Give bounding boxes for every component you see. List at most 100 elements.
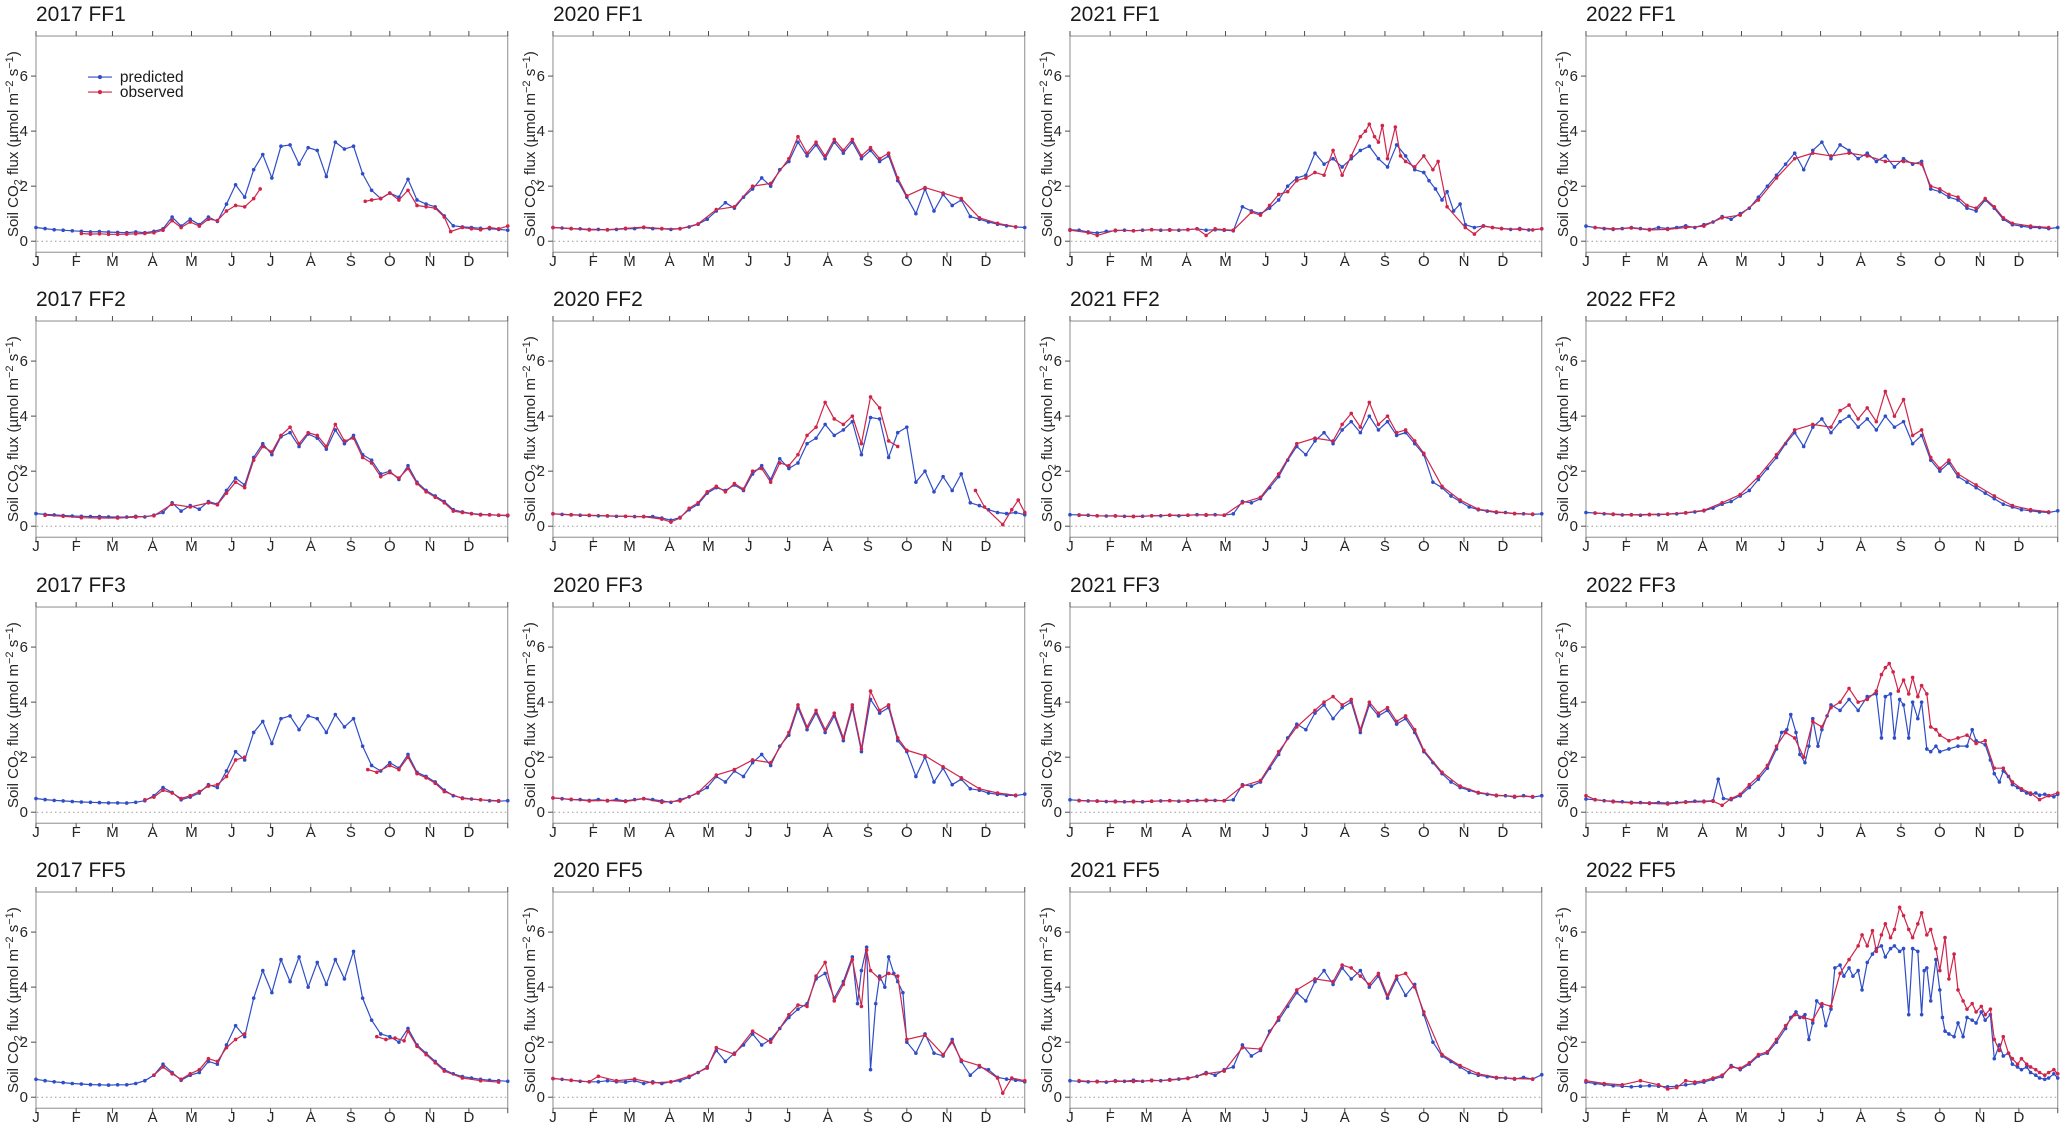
x-tick-label: N [1458,1109,1469,1126]
x-tick-label: J [1582,538,1589,555]
y-tick-label: 4 [536,408,544,425]
x-tick-label: M [106,1109,118,1126]
y-tick-label: 4 [20,694,28,711]
plot-title: 2022 FF5 [1586,859,1676,882]
x-tick-label: J [1300,538,1307,555]
x-tick-label: A [1698,253,1708,270]
y-tick-label: 6 [536,68,544,85]
x-tick-label: A [1856,538,1866,555]
y-tick-label: 2 [20,463,28,480]
subplot-cell-2022-FF3: J F M A M J J A S O N D 0 2 4 6 Soil CO2 flux (µmol m−2 … [1550,571,2067,856]
plot-box [35,606,509,824]
observed-series [1076,694,1534,804]
y-tick-label: 6 [20,924,28,941]
x-tick-label: O [1417,1109,1429,1126]
x-tick-label: M [1140,253,1152,270]
x-tick-label: M [623,253,635,270]
subplot-cell-2022-FF1: J F M A M J J A S O N D 0 2 4 6 Soil CO2 flux (µmol m−2 … [1550,0,2067,285]
plot-box [1068,35,1542,253]
plot-box [1585,320,2059,538]
x-tick-label: J [32,538,39,555]
plot-title: 2021 FF5 [1069,859,1159,882]
y-tick-label: 0 [20,804,28,821]
x-tick-label: S [346,1109,356,1126]
y-axis-label: Soil CO2 flux (µmol m−2 s−1) [1037,51,1057,237]
predicted-series [550,697,1027,804]
y-tick-label: 2 [1053,749,1061,766]
x-tick-label: J [1817,253,1824,270]
x-tick-label: O [901,824,913,841]
x-tick-label: O [1417,538,1429,555]
x-tick-label: M [106,253,118,270]
legend-label-observed: observed [120,84,184,101]
x-tick-label: A [664,824,674,841]
x-tick-label: J [267,1109,274,1126]
x-tick-label: J [1261,1109,1268,1126]
y-tick-label: 6 [1570,639,1578,656]
x-tick-label: J [1261,824,1268,841]
x-tick-label: M [185,253,197,270]
plot-title: 2017 FF1 [36,3,126,26]
x-tick-label: M [623,538,635,555]
y-tick-label: 0 [536,233,544,250]
x-tick-label: J [1582,824,1589,841]
x-tick-label: D [1497,538,1508,555]
x-tick-label: A [1339,538,1349,555]
y-tick-label: 6 [1570,68,1578,85]
plot-title: 2021 FF2 [1069,288,1159,311]
x-tick-label: F [1622,824,1631,841]
x-tick-label: A [664,538,674,555]
x-tick-label: J [1066,253,1073,270]
x-tick-label: M [623,824,635,841]
x-tick-label: J [745,824,752,841]
x-tick-label: D [1497,1109,1508,1126]
x-tick-label: M [702,824,714,841]
x-tick-label: J [267,824,274,841]
y-tick-label: 4 [536,694,544,711]
x-tick-label: D [980,538,991,555]
subplot-cell-2020-FF5: J F M A M J J A S O N D 0 2 4 6 Soil CO2 flux (µmol m−2 … [517,856,1034,1141]
y-tick-label: 4 [20,979,28,996]
x-tick-label: F [72,253,81,270]
x-tick-label: M [1219,824,1231,841]
x-tick-label: J [228,1109,235,1126]
x-tick-label: S [1896,824,1906,841]
x-tick-label: S [1896,538,1906,555]
y-tick-label: 6 [20,639,28,656]
plot-title: 2022 FF3 [1586,574,1676,597]
y-tick-label: 2 [536,749,544,766]
y-axis-label: Soil CO2 flux (µmol m−2 s−1) [4,622,24,808]
x-tick-label: J [32,824,39,841]
y-tick-label: 4 [536,123,544,140]
plot-title: 2020 FF3 [553,574,643,597]
y-tick-label: 6 [20,68,28,85]
x-tick-label: A [306,1109,316,1126]
x-tick-label: D [2014,824,2025,841]
x-tick-label: F [588,1109,597,1126]
y-tick-label: 4 [20,123,28,140]
x-tick-label: N [425,253,436,270]
x-tick-label: F [72,824,81,841]
y-tick-label: 2 [20,1034,28,1051]
x-tick-label: N [1975,1109,1986,1126]
y-tick-label: 2 [20,749,28,766]
x-tick-label: A [148,824,158,841]
x-tick-label: N [941,253,952,270]
x-tick-label: A [822,253,832,270]
x-tick-label: M [185,1109,197,1126]
x-tick-label: A [1698,1109,1708,1126]
x-tick-label: A [1181,824,1191,841]
x-tick-label: D [2014,1109,2025,1126]
x-tick-label: J [1066,824,1073,841]
y-axis: 0 2 4 6 [20,639,36,821]
x-tick-label: M [1656,538,1668,555]
